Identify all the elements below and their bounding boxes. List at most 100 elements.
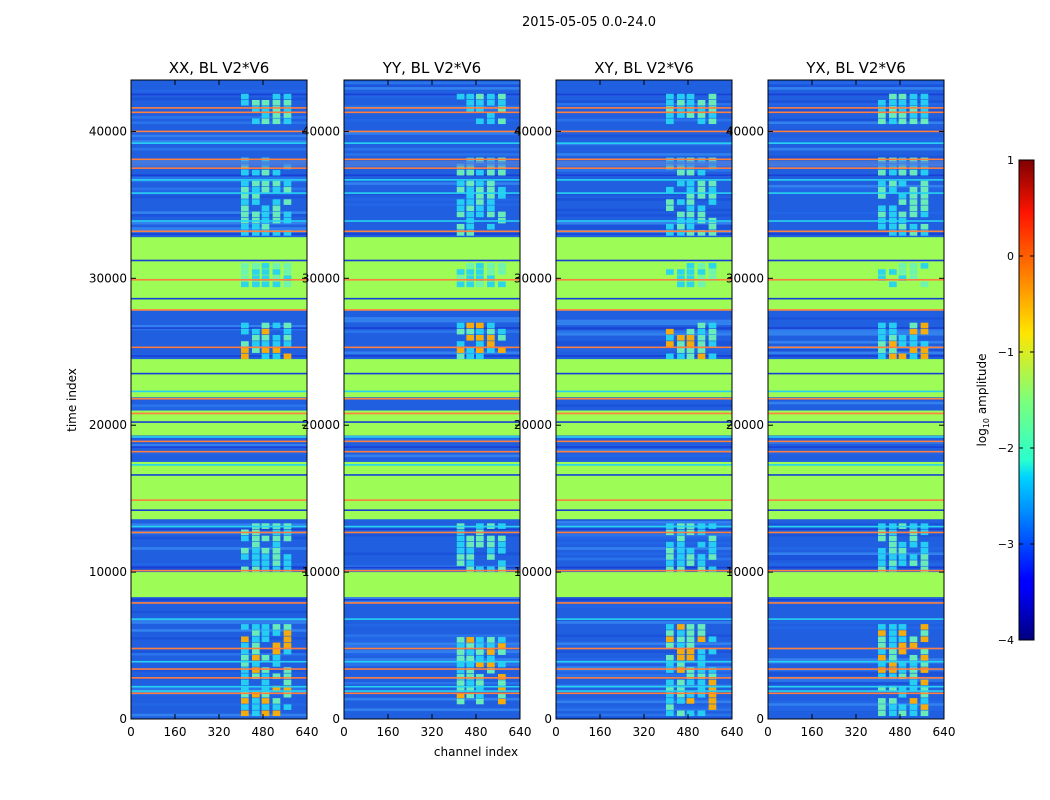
- rfi-burst: [456, 93, 465, 100]
- noise-row: [556, 644, 732, 648]
- rfi-burst: [898, 541, 907, 548]
- orange-line: [768, 499, 944, 501]
- rfi-burst: [920, 230, 929, 236]
- orange-line: [556, 111, 732, 114]
- rfi-burst: [909, 157, 918, 164]
- rfi-burst: [252, 541, 260, 548]
- rfi-burst: [686, 99, 695, 106]
- orange-line: [344, 230, 520, 233]
- rfi-burst: [666, 554, 674, 560]
- noise-row: [556, 523, 732, 526]
- flagged-band: [344, 572, 520, 598]
- rfi-burst: [686, 347, 695, 353]
- cyan-line: [131, 192, 307, 194]
- rfi-burst: [920, 169, 929, 176]
- rfi-burst: [476, 649, 484, 655]
- rfi-burst: [241, 704, 249, 710]
- rfi-burst: [283, 263, 292, 269]
- rfi-burst: [920, 112, 929, 118]
- rfi-burst: [456, 655, 465, 662]
- rfi-burst: [697, 667, 706, 673]
- rfi-burst: [920, 679, 929, 686]
- rfi-burst: [686, 654, 695, 661]
- rfi-burst: [466, 347, 475, 353]
- rfi-burst: [898, 106, 907, 112]
- noise-row: [131, 327, 307, 331]
- rfi-burst: [697, 193, 706, 199]
- rfi-burst: [283, 335, 292, 341]
- rfi-burst: [666, 667, 674, 673]
- rfi-burst: [697, 205, 706, 212]
- rfi-burst: [708, 566, 717, 573]
- rfi-burst: [252, 535, 260, 542]
- rfi-burst: [498, 674, 506, 680]
- rfi-burst: [456, 661, 465, 668]
- noise-row: [556, 658, 732, 661]
- dark-stripe: [344, 297, 520, 300]
- dark-stripe: [131, 297, 307, 300]
- panel-2: YY, BL V2*V6 0 160 320 480 640 0 10000 20000 3000…: [302, 59, 532, 739]
- rfi-burst: [708, 353, 717, 360]
- rfi-burst: [283, 691, 292, 698]
- flagged-band: [768, 410, 944, 436]
- rfi-burst: [697, 186, 706, 193]
- rfi-burst: [677, 281, 685, 288]
- rfi-burst: [920, 560, 929, 566]
- rfi-burst: [666, 636, 674, 643]
- x-tick-label: 480: [677, 725, 700, 739]
- noise-row: [131, 629, 307, 632]
- orange-line: [556, 158, 732, 161]
- rfi-burst: [476, 169, 484, 176]
- rfi-burst: [283, 566, 292, 573]
- rfi-burst: [456, 554, 465, 560]
- rfi-burst: [487, 649, 495, 655]
- noise-row: [344, 330, 520, 333]
- orange-line: [768, 668, 944, 670]
- y-tick-label: 10000: [726, 565, 764, 579]
- rfi-burst: [708, 704, 717, 710]
- rfi-burst: [878, 118, 886, 125]
- orange-line: [344, 499, 520, 501]
- rfi-burst: [261, 704, 270, 710]
- rfi-burst: [666, 328, 674, 335]
- rfi-burst: [487, 157, 495, 164]
- cyan-line: [344, 618, 520, 620]
- rfi-burst: [666, 710, 674, 717]
- rfi-burst: [272, 99, 281, 106]
- orange-line: [768, 531, 944, 534]
- rfi-burst: [498, 661, 506, 668]
- rfi-burst: [677, 698, 685, 704]
- cyan-line: [344, 464, 520, 466]
- noise-row: [344, 637, 520, 640]
- rfi-burst: [686, 223, 695, 230]
- orange-line: [556, 412, 732, 415]
- rfi-burst: [920, 698, 929, 704]
- orange-line: [556, 278, 732, 281]
- noise-row: [768, 87, 944, 90]
- orange-line: [768, 602, 944, 604]
- dark-stripe: [344, 174, 520, 177]
- colorbar: 1 0 −1 −2 −3 −4 log10 amplitude: [975, 154, 1035, 647]
- rfi-burst: [920, 211, 929, 218]
- noise-row: [344, 552, 520, 556]
- rfi-burst: [889, 93, 897, 100]
- cyan-line: [131, 660, 307, 663]
- rfi-burst: [252, 341, 260, 347]
- rfi-burst: [878, 560, 886, 566]
- noise-row: [556, 705, 732, 709]
- rfi-burst: [456, 347, 465, 353]
- rfi-burst: [666, 341, 674, 347]
- noise-row: [344, 650, 520, 653]
- rfi-burst: [920, 630, 929, 636]
- orange-line: [344, 668, 520, 670]
- rfi-burst: [920, 118, 929, 125]
- rfi-burst: [686, 667, 695, 673]
- rfi-burst: [283, 630, 292, 636]
- noise-row: [768, 139, 944, 143]
- rfi-burst: [476, 263, 484, 269]
- rfi-burst: [498, 263, 506, 269]
- y-tick-label: 0: [332, 712, 340, 726]
- rfi-burst: [283, 673, 292, 680]
- rfi-burst: [456, 211, 465, 218]
- rfi-burst: [476, 205, 484, 212]
